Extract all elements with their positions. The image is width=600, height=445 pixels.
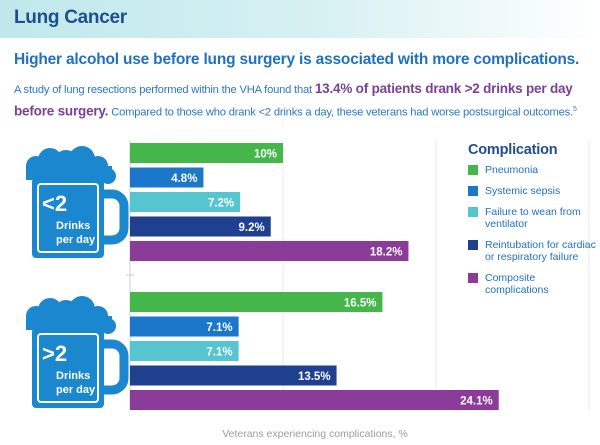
- legend: Complication Pneumonia Systemic sepsis Fai…: [468, 142, 598, 305]
- legend-swatch: [468, 186, 478, 196]
- mug-icons: <2 Drinks per day >2 Drinks per day: [26, 146, 129, 408]
- x-axis-title: Veterans experiencing complications, %: [222, 428, 408, 440]
- beer-mug-icon: >2 Drinks per day: [26, 296, 129, 408]
- legend-item-composite: Composite complications: [468, 272, 598, 296]
- legend-item-systemic_sepsis: Systemic sepsis: [468, 185, 598, 197]
- mug-unit: per day: [56, 384, 96, 396]
- legend-title: Complication: [468, 142, 558, 158]
- bar-label: 7.1%: [206, 347, 232, 359]
- intro-highlight: 13.4% of patients drank >2 drinks per da…: [14, 81, 573, 119]
- bar-label: 4.8%: [171, 173, 197, 185]
- mug-unit: per day: [56, 234, 96, 246]
- headline: Higher alcohol use before lung surgery i…: [14, 51, 580, 68]
- bar-failure_to_wean: [130, 341, 239, 361]
- intro-part2: Compared to those who drank <2 drinks a …: [108, 106, 573, 119]
- mug-value: >2: [42, 341, 67, 366]
- legend-label: Systemic sepsis: [485, 185, 561, 197]
- legend-swatch: [468, 207, 478, 217]
- legend-item-failure_to_wean: Failure to wean from ventilator: [468, 206, 598, 230]
- bar-label: 9.2%: [239, 222, 265, 234]
- bar-failure_to_wean: [130, 192, 241, 212]
- page-title: Lung Cancer: [14, 7, 127, 28]
- bar-label: 13.5%: [298, 371, 331, 383]
- intro-ref: 5: [573, 106, 577, 113]
- bar-systemic_sepsis: [130, 167, 204, 188]
- bar-label: 18.2%: [370, 247, 403, 259]
- bar-composite: [130, 241, 409, 261]
- bar-reintubation: [130, 216, 271, 237]
- bar-composite: [130, 390, 499, 410]
- legend-swatch: [468, 273, 478, 283]
- beer-mug-icon: <2 Drinks per day: [26, 146, 129, 258]
- mug-unit: Drinks: [56, 220, 90, 232]
- legend-label: Failure to wean from ventilator: [485, 206, 581, 230]
- bar-label: 10%: [254, 149, 277, 161]
- intro-text: A study of lung resections performed wit…: [14, 79, 584, 123]
- legend-label: Composite complications: [485, 272, 549, 296]
- bar-label: 16.5%: [344, 298, 377, 310]
- legend-item-pneumonia: Pneumonia: [468, 164, 598, 176]
- legend-label: Reintubation for cardiac or respiratory …: [485, 239, 596, 263]
- legend-label: Pneumonia: [485, 164, 539, 176]
- bar-reintubation: [130, 365, 337, 386]
- bar-systemic_sepsis: [130, 316, 239, 337]
- bar-pneumonia: [130, 143, 283, 163]
- intro-part1: A study of lung resections performed wit…: [14, 84, 315, 96]
- legend-item-reintubation: Reintubation for cardiac or respiratory …: [468, 239, 598, 263]
- bar-label: 24.1%: [460, 396, 493, 408]
- legend-swatch: [468, 240, 478, 250]
- bar-label: 7.1%: [206, 322, 232, 334]
- bar-pneumonia: [130, 292, 383, 312]
- header-bar: Lung Cancer: [0, 0, 600, 38]
- mug-unit: Drinks: [56, 370, 90, 382]
- bar-label: 7.2%: [208, 198, 234, 210]
- mug-value: <2: [42, 191, 67, 216]
- chart-bars: 10% 4.8% 7.2% 9.2% 18.2% 16.5% 7.1% 7.1% 13.5% 24…: [130, 143, 499, 410]
- legend-swatch: [468, 165, 478, 175]
